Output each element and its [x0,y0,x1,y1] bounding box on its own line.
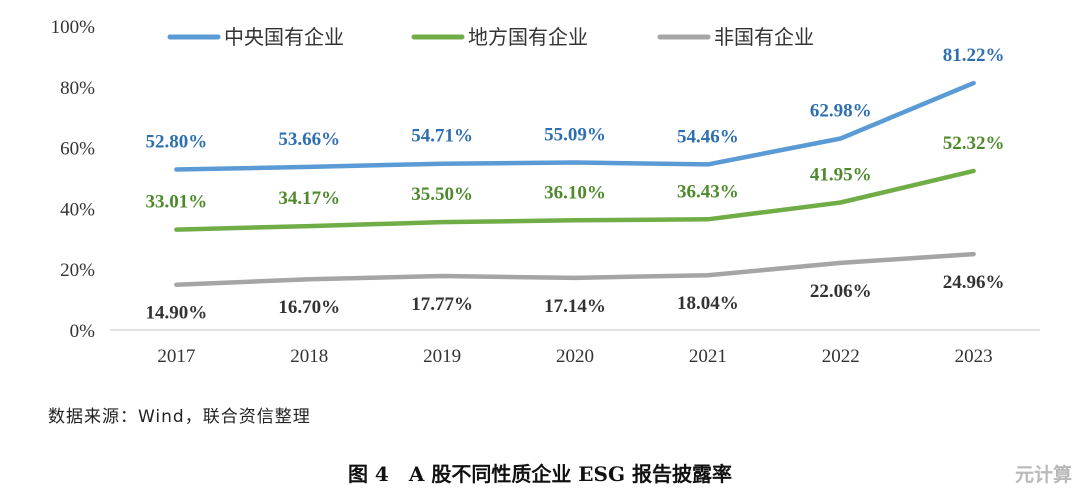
x-tick-label: 2022 [822,346,860,367]
data-label: 52.32% [943,133,1005,154]
data-label: 22.06% [810,281,872,302]
y-tick-label: 0% [70,321,96,342]
data-label: 33.01% [146,192,208,213]
data-label: 17.14% [544,296,606,317]
x-tick-label: 2020 [556,346,594,367]
x-tick-label: 2021 [689,346,727,367]
source-note: 数据来源：Wind，联合资信整理 [48,407,311,427]
x-tick-label: 2017 [157,346,195,367]
watermark: 元计算 [1014,464,1072,486]
data-label: 35.50% [411,184,473,205]
data-label: 24.96% [943,272,1005,293]
series-line [174,168,976,232]
y-tick-label: 40% [60,199,95,220]
x-axis: 2017 2018 2019 2020 2021 2022 2023 [157,346,992,367]
data-label: 18.04% [677,293,739,314]
y-tick-label: 100% [51,17,96,38]
legend-label: 非国有企业 [714,25,814,49]
legend: 中央国有企业 地方国有企业 非国有企业 [167,25,814,49]
data-label: 34.17% [278,188,340,209]
x-tick-label: 2019 [423,346,461,367]
data-label: 54.71% [411,126,473,147]
data-label: 36.10% [544,182,606,203]
x-tick-label: 2018 [290,346,328,367]
data-label: 41.95% [810,164,872,185]
data-label: 52.80% [146,131,208,152]
series-layer: 52.80% 53.66% 54.71% 55.09% 54.46% 62.98% 81.2… [146,45,1005,324]
data-label: 55.09% [544,125,606,146]
series-group: 14.90% 16.70% 17.77% 17.14% 18.04% 22.06% 24.9… [146,251,1005,324]
y-axis: 0% 20% 40% 60% 80% 100% [51,17,96,342]
data-label: 16.70% [278,297,340,318]
y-tick-label: 60% [60,139,95,160]
data-label: 36.43% [677,181,739,202]
y-tick-label: 80% [60,78,95,99]
series-group: 33.01% 34.17% 35.50% 36.10% 36.43% 41.95% 52.3… [146,133,1005,232]
legend-label: 中央国有企业 [224,25,344,49]
y-tick-label: 20% [60,260,95,281]
series-line [174,251,976,287]
x-tick-label: 2023 [955,346,993,367]
data-label: 62.98% [810,101,872,122]
data-label: 81.22% [943,45,1005,66]
figure-caption: 图 4 A 股不同性质企业 ESG 报告披露率 [347,462,733,486]
series-group: 52.80% 53.66% 54.71% 55.09% 54.46% 62.98% 81.2… [146,45,1005,172]
legend-label: 地方国有企业 [468,25,588,49]
series-line [174,80,976,172]
data-label: 17.77% [411,294,473,315]
data-label: 54.46% [677,126,739,147]
data-label: 14.90% [146,303,208,324]
data-label: 53.66% [278,129,340,150]
esg-disclosure-line-chart: 0%20%40%60%80%100% 2017 2018 2019 2020 2021 2… [51,17,1040,367]
